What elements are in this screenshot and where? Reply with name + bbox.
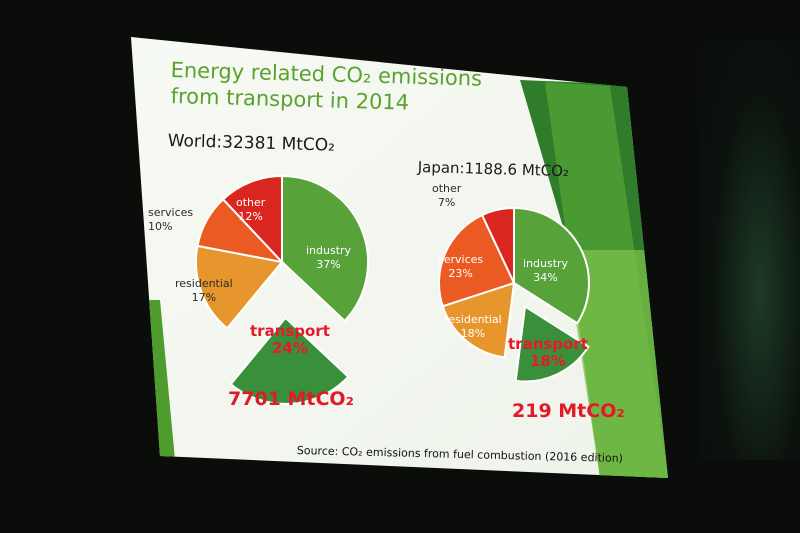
japan-transport-name: transport	[508, 335, 588, 353]
world-services-value: 10%	[148, 220, 173, 233]
world-transport-label: transport 24%	[250, 323, 330, 357]
world-residential-name: residential	[175, 277, 233, 290]
green-band-light	[565, 250, 668, 478]
japan-industry-value: 34%	[533, 271, 558, 284]
world-other-value: 12%	[238, 210, 263, 223]
pie-chart-japan	[438, 206, 590, 383]
world-industry-value: 37%	[316, 258, 341, 271]
japan-residential-slice	[441, 281, 516, 359]
pie-chart-world	[194, 174, 369, 405]
japan-other-label: other 7%	[432, 182, 461, 210]
world-other-label: other 12%	[236, 196, 265, 224]
japan-other-slice	[480, 206, 515, 284]
world-industry-name: industry	[306, 244, 352, 257]
world-transport-total: 7701 MtCO₂	[228, 388, 354, 410]
japan-industry-slice	[513, 206, 590, 325]
japan-services-value: 23%	[448, 267, 473, 280]
world-transport-value: 24%	[272, 339, 308, 357]
japan-services-name: services	[438, 253, 484, 266]
japan-other-name: other	[432, 182, 462, 195]
japan-services-slice	[438, 213, 516, 308]
japan-residential-name: residential	[444, 313, 502, 326]
world-services-label: services 10%	[148, 206, 193, 234]
japan-transport-value: 18%	[530, 352, 566, 370]
japan-residential-value: 18%	[460, 327, 486, 340]
japan-transport-slice	[514, 304, 590, 383]
japan-transport-label: transport 18%	[508, 336, 588, 370]
world-residential-value: 17%	[191, 291, 217, 304]
background-glow	[700, 40, 800, 460]
world-industry-slice	[281, 174, 369, 323]
world-services-name: services	[148, 206, 194, 219]
world-residential-slice	[194, 244, 284, 330]
world-other-name: other	[236, 196, 266, 209]
japan-industry-name: industry	[523, 257, 569, 270]
world-transport-slice	[229, 316, 350, 405]
japan-other-value: 7%	[437, 196, 456, 209]
japan-services-label: services 23%	[438, 253, 483, 281]
world-transport-name: transport	[250, 322, 330, 340]
japan-industry-label: industry 34%	[523, 257, 568, 285]
japan-transport-total: 219 MtCO₂	[512, 400, 625, 422]
japan-residential-label: residential 18%	[444, 313, 502, 341]
world-residential-label: residential 17%	[175, 277, 233, 305]
world-other-slice	[221, 174, 283, 265]
world-industry-label: industry 37%	[306, 244, 351, 272]
